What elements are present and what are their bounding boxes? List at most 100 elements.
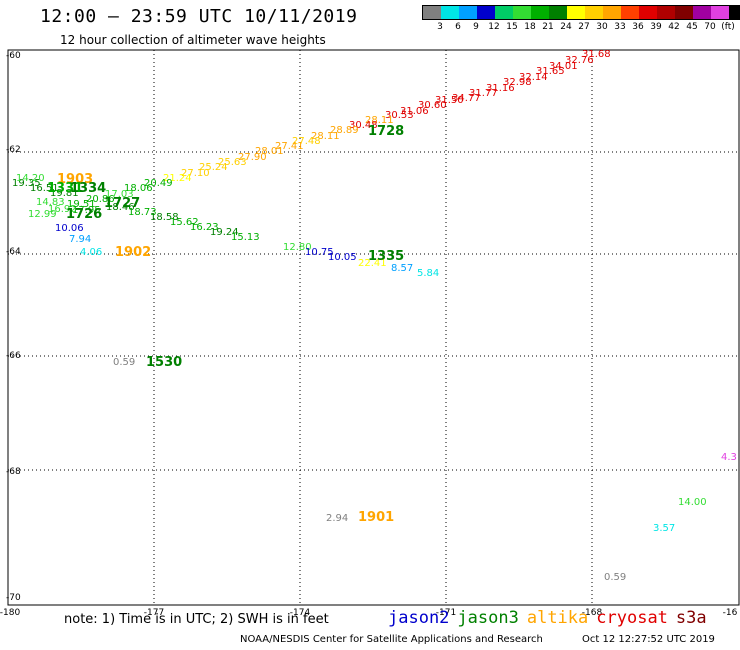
- wave-height-value: 16.23: [190, 222, 219, 233]
- wave-height-value: 30.48: [349, 120, 378, 131]
- wave-height-value: 22.41: [358, 258, 387, 269]
- wave-height-value: 19.51: [67, 199, 96, 210]
- wave-height-value: 31.06: [400, 106, 429, 117]
- wave-height-value: 5.84: [417, 268, 439, 279]
- wave-height-value: 18.73: [128, 207, 157, 218]
- legend-swatch: [531, 6, 549, 19]
- wave-height-value: 34.01: [549, 61, 578, 72]
- x-tick-label: -174: [290, 608, 311, 618]
- wave-height-value: 19.24: [210, 227, 239, 238]
- wave-height-value: 28.11: [311, 131, 340, 142]
- wave-height-value: 31.65: [536, 66, 565, 77]
- pass-time-label: 1727: [104, 196, 140, 211]
- satellite-name: s3a: [675, 608, 707, 628]
- wave-height-value: 28.11: [365, 115, 394, 126]
- wave-height-value: 30.60: [418, 100, 447, 111]
- legend-swatches: [422, 5, 740, 20]
- wave-height-value: 18.58: [150, 212, 179, 223]
- footnote: note: 1) Time is in UTC; 2) SWH is in fe…: [64, 612, 329, 627]
- wave-height-value: 14.20: [16, 173, 45, 184]
- pass-time-label: 1331: [47, 181, 83, 196]
- wave-height-value: 34.77: [452, 93, 481, 104]
- y-tick-label: -60: [6, 51, 21, 61]
- wave-height-value: 27.10: [181, 168, 210, 179]
- x-tick-label: -16: [723, 608, 738, 618]
- legend-swatch: [729, 6, 740, 19]
- wave-height-value: 32.76: [565, 55, 594, 66]
- legend-label: 30: [596, 22, 608, 32]
- legend-swatch: [495, 6, 513, 19]
- legend-swatch: [513, 6, 531, 19]
- wave-height-value: 19.81: [50, 188, 79, 199]
- satellite-legend: jason2 jason3 altika cryosat s3a: [388, 608, 715, 628]
- wave-height-value: 14.83: [36, 197, 65, 208]
- x-tick-label: -168: [582, 608, 603, 618]
- map-subtitle: 12 hour collection of altimeter wave hei…: [60, 33, 326, 47]
- pass-time-label: 1334: [70, 181, 106, 196]
- legend-swatch: [693, 6, 711, 19]
- y-tick-label: -64: [6, 247, 21, 257]
- credit-line: NOAA/NESDIS Center for Satellite Applica…: [240, 634, 543, 645]
- legend-swatch: [639, 6, 657, 19]
- wave-height-value: 0.59: [113, 357, 135, 368]
- wave-height-value: 4.06: [80, 247, 102, 258]
- wave-height-value: 27.90: [238, 152, 267, 163]
- wave-height-value: 14.00: [678, 497, 707, 508]
- observations: 31.6832.7634.0131.6532.1432.9831.1631.77…: [12, 49, 737, 583]
- legend-swatch: [711, 6, 729, 19]
- satellite-name: cryosat: [596, 608, 668, 628]
- legend-label: (ft): [721, 22, 735, 32]
- wave-height-value: 10.75: [305, 247, 334, 258]
- y-tick-label: -66: [6, 351, 21, 361]
- wave-height-value: 27.48: [292, 136, 321, 147]
- legend-swatch: [567, 6, 585, 19]
- wave-height-value: 10.05: [328, 252, 357, 263]
- wave-height-value: 31.77: [469, 88, 498, 99]
- legend-label: 70: [704, 22, 716, 32]
- x-tick-label: -177: [144, 608, 164, 618]
- wave-height-value: 3.57: [653, 523, 675, 534]
- map-frame: [7, 49, 740, 606]
- pass-time-label: 1726: [66, 207, 102, 222]
- pass-time-label: 1903: [57, 172, 93, 187]
- legend-label: 6: [455, 22, 461, 32]
- wave-height-value: 25.24: [199, 162, 228, 173]
- legend-label: 42: [668, 22, 680, 32]
- legend-label: 18: [524, 22, 536, 32]
- wave-height-value: 0.59: [604, 572, 626, 583]
- y-tick-label: -62: [6, 145, 21, 155]
- legend-swatch: [603, 6, 621, 19]
- legend-label: 39: [650, 22, 662, 32]
- wave-height-value: 10.06: [55, 223, 84, 234]
- legend-swatch: [477, 6, 495, 19]
- wave-height-value: 4.3: [721, 452, 737, 463]
- legend-swatch: [549, 6, 567, 19]
- pass-time-label: 1335: [368, 249, 404, 264]
- legend-labels: 3 6 9 12 15 18 21 24 27 30 33 36 39 42 45 70 (ft): [422, 22, 740, 34]
- wave-height-value: 18.06: [124, 183, 153, 194]
- satellite-name: altika: [526, 608, 589, 628]
- wave-height-value: 17.03: [105, 189, 134, 200]
- wave-height-value: 28.89: [330, 125, 359, 136]
- color-legend: 3 6 9 12 15 18 21 24 27 30 33 36 39 42 45 70 (ft): [422, 5, 740, 34]
- legend-label: 9: [473, 22, 479, 32]
- wave-height-value: 20.49: [144, 178, 173, 189]
- wave-height-value: 12.99: [28, 209, 57, 220]
- legend-label: 36: [632, 22, 644, 32]
- wave-height-value: 25.63: [218, 157, 247, 168]
- legend-label: 45: [686, 22, 698, 32]
- wave-height-value: 15.62: [170, 217, 199, 228]
- wave-height-value: 18.46: [106, 202, 135, 213]
- pass-time-label: 1728: [368, 124, 404, 139]
- legend-swatch: [423, 6, 441, 19]
- wave-height-value: 21.24: [163, 173, 192, 184]
- x-tick-label: -171: [436, 608, 456, 618]
- pass-time-label: 1530: [146, 355, 182, 370]
- wave-height-value: 31.16: [486, 83, 515, 94]
- wave-height-value: 16.51: [30, 183, 59, 194]
- satellite-name: jason3: [457, 608, 519, 628]
- x-tick-label: -180: [0, 608, 20, 618]
- wave-height-value: 20.86: [86, 194, 115, 205]
- legend-swatch: [441, 6, 459, 19]
